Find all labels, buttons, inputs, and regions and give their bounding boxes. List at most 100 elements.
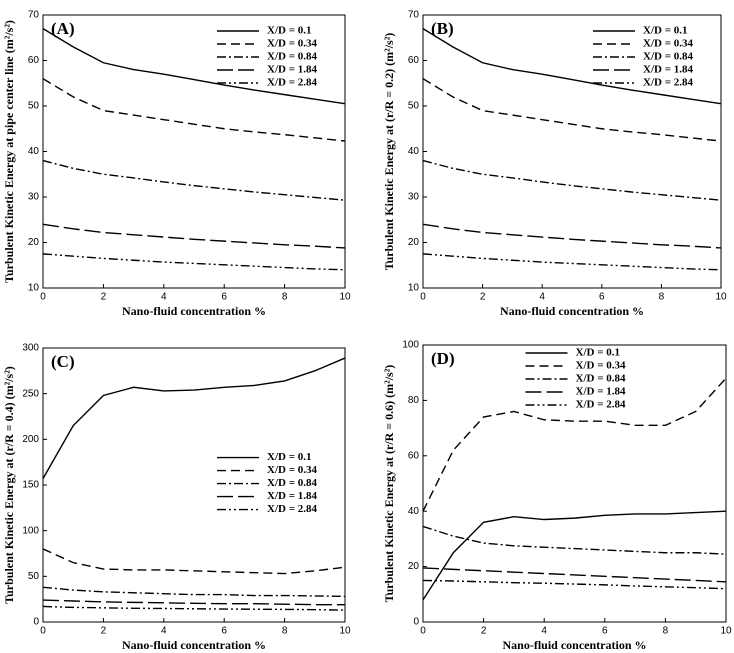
y-tick-label: 150 — [22, 480, 39, 491]
y-tick-label: 50 — [408, 101, 420, 112]
y-tick-label: 20 — [28, 237, 40, 248]
x-tick-label: 6 — [221, 292, 227, 303]
y-axis-label: Turbulent Kinetic Energy at (r/R = 0.4) … — [2, 366, 16, 604]
x-axis-label: Nano-fluid concentration % — [122, 304, 266, 318]
x-tick-label: 0 — [40, 626, 46, 637]
legend-label: X/D = 0.1 — [267, 25, 311, 37]
y-tick-label: 20 — [408, 561, 420, 572]
x-tick-label: 4 — [161, 626, 167, 637]
x-tick-label: 10 — [339, 292, 351, 303]
y-tick-label: 200 — [22, 434, 39, 445]
y-axis-label: Turbulent Kinetic Energy at (r/R = 0.6) … — [382, 365, 396, 603]
legend-label: X/D = 2.84 — [267, 77, 317, 89]
y-tick-label: 250 — [22, 388, 39, 399]
x-tick-label: 6 — [602, 626, 608, 637]
x-tick-label: 8 — [659, 292, 665, 303]
line-series — [422, 28, 722, 105]
legend-label: X/D = 0.1 — [267, 451, 311, 463]
line-series — [422, 525, 727, 555]
y-tick-label: 0 — [413, 617, 419, 628]
y-tick-label: 10 — [28, 283, 40, 294]
legend-label: X/D = 2.84 — [576, 399, 626, 411]
line-series — [42, 605, 346, 611]
x-tick-label: 6 — [599, 292, 605, 303]
x-tick-label: 2 — [101, 626, 107, 637]
line-series — [42, 253, 346, 271]
y-tick-label: 30 — [408, 192, 420, 203]
y-tick-label: 70 — [408, 10, 420, 21]
line-series — [422, 159, 722, 201]
legend-label: X/D = 1.84 — [267, 64, 317, 76]
legend-label: X/D = 0.34 — [643, 38, 693, 50]
x-tick-label: 0 — [420, 292, 426, 303]
y-tick-label: 30 — [28, 192, 40, 203]
y-tick-label: 50 — [28, 571, 40, 582]
legend-label: X/D = 0.84 — [576, 373, 626, 385]
line-series — [42, 599, 345, 606]
x-tick-label: 8 — [282, 292, 288, 303]
x-tick-label: 2 — [101, 292, 107, 303]
y-tick-label: 100 — [402, 340, 419, 351]
y-tick-label: 10 — [408, 283, 420, 294]
panel-title: (B) — [431, 19, 454, 38]
x-tick-label: 0 — [420, 626, 426, 637]
line-series — [422, 223, 722, 249]
x-tick-label: 10 — [720, 626, 732, 637]
x-tick-label: 4 — [541, 626, 547, 637]
x-tick-label: 10 — [715, 292, 727, 303]
line-series — [422, 253, 722, 271]
y-tick-label: 70 — [28, 10, 40, 21]
line-series — [42, 28, 346, 105]
legend-label: X/D = 1.84 — [643, 64, 693, 76]
y-tick-label: 60 — [408, 450, 420, 461]
line-series — [422, 567, 727, 583]
x-tick-label: 8 — [282, 626, 288, 637]
y-axis-label: Turbulent Kinetic Energy at (r/R = 0.2) … — [382, 33, 396, 271]
line-series — [42, 159, 346, 201]
line-series — [42, 78, 346, 142]
x-tick-label: 6 — [221, 626, 227, 637]
y-tick-label: 300 — [22, 343, 39, 354]
y-tick-label: 60 — [28, 55, 40, 66]
line-series — [422, 377, 727, 512]
legend-label: X/D = 0.34 — [576, 360, 626, 372]
line-series — [42, 223, 346, 249]
x-tick-label: 10 — [339, 626, 351, 637]
x-tick-label: 4 — [161, 292, 167, 303]
y-tick-label: 80 — [408, 395, 420, 406]
y-tick-label: 100 — [22, 525, 39, 536]
plot-frame — [422, 344, 727, 623]
y-tick-label: 0 — [33, 617, 39, 628]
legend-label: X/D = 2.84 — [643, 77, 693, 89]
line-series — [42, 586, 346, 598]
x-tick-label: 0 — [40, 292, 46, 303]
x-axis-label: Nano-fluid concentration % — [503, 638, 647, 652]
panel-title: (C) — [51, 352, 75, 371]
panel: 0 2 4 6 8 10 10 20 30 40 50 60 70 Nano-fluid concentr… — [382, 10, 727, 318]
legend-label: X/D = 1.84 — [576, 386, 626, 398]
legend-label: X/D = 0.84 — [267, 477, 317, 489]
legend-label: X/D = 0.1 — [643, 25, 687, 37]
y-tick-label: 40 — [28, 146, 40, 157]
y-tick-label: 50 — [28, 101, 40, 112]
legend-label: X/D = 0.34 — [267, 464, 317, 476]
legend-label: X/D = 0.1 — [576, 347, 620, 359]
legend-label: X/D = 0.34 — [267, 38, 317, 50]
legend-label: X/D = 2.84 — [267, 503, 317, 515]
panel: 0 2 4 6 8 10 10 20 30 40 50 60 70 Nano-fluid concentr… — [2, 10, 351, 318]
line-series — [422, 78, 722, 142]
x-tick-label: 8 — [663, 626, 669, 637]
x-axis-label: Nano-fluid concentration % — [122, 638, 266, 652]
legend-label: X/D = 0.84 — [643, 51, 693, 63]
x-tick-label: 2 — [481, 626, 487, 637]
line-series — [42, 357, 346, 479]
y-tick-label: 40 — [408, 146, 420, 157]
y-tick-label: 40 — [408, 506, 420, 517]
x-tick-label: 4 — [539, 292, 545, 303]
y-tick-label: 20 — [408, 237, 420, 248]
panel-title: (A) — [51, 19, 75, 38]
x-tick-label: 2 — [480, 292, 486, 303]
